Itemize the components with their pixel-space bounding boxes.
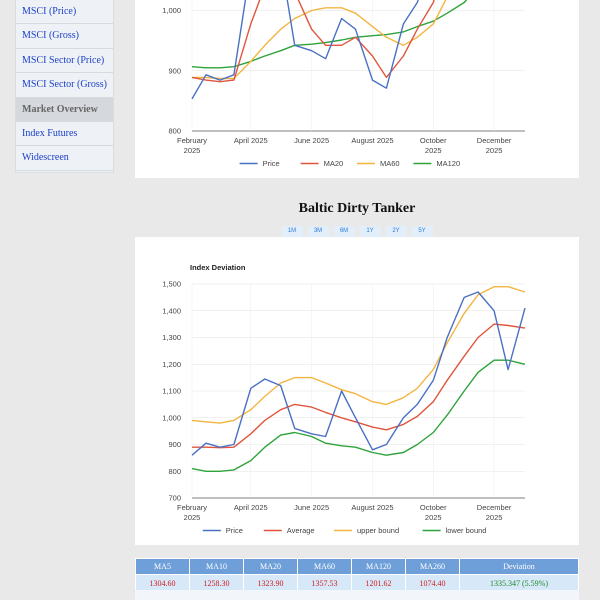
range-button-1y[interactable]: 1Y bbox=[359, 226, 381, 237]
stats-value-ma60: 1357.53 bbox=[297, 574, 352, 592]
x-tick-year-label: 2025 bbox=[486, 513, 503, 522]
moving-average-chart-panel: 800 900 1,000 February 2025 April 2025 June 20… bbox=[135, 0, 579, 178]
x-tick-label: April 2025 bbox=[234, 503, 268, 512]
sidebar-item-market-overview[interactable]: Market Overview bbox=[16, 97, 113, 122]
range-button-1m[interactable]: 1M bbox=[281, 226, 303, 237]
series-line-average bbox=[192, 323, 526, 449]
y-tick-label: 1,000 bbox=[162, 413, 181, 422]
range-selector: 1M 3M 6M 1Y 2Y 5Y bbox=[135, 226, 579, 237]
y-tick-label: 800 bbox=[168, 467, 181, 476]
range-button-3m[interactable]: 3M bbox=[307, 226, 329, 237]
range-button-2y[interactable]: 2Y bbox=[385, 226, 407, 237]
y-tick-label: 700 bbox=[168, 494, 181, 503]
sidebar-nav: MSCI (Price) MSCI (Gross) MSCI Sector (P… bbox=[15, 0, 114, 173]
series-line-price bbox=[191, 291, 526, 456]
section-title: Baltic Dirty Tanker bbox=[298, 201, 416, 216]
stats-value-ma10: 1258.30 bbox=[189, 574, 244, 592]
x-tick-label: October bbox=[420, 136, 447, 145]
y-tick-label: 1,500 bbox=[162, 280, 181, 289]
stats-header-ma10: MA10 bbox=[189, 558, 244, 575]
x-tick-year-label: 2025 bbox=[425, 146, 442, 155]
x-tick-year-label: 2025 bbox=[486, 146, 503, 155]
chart-title: Index Deviation bbox=[190, 263, 246, 272]
stats-header-ma120: MA120 bbox=[351, 558, 406, 575]
y-tick-label: 1,000 bbox=[162, 6, 181, 15]
y-tick-label: 900 bbox=[168, 66, 181, 75]
stats-value-ma20: 1323.90 bbox=[243, 574, 298, 592]
legend-label-ma60: MA60 bbox=[380, 159, 400, 168]
x-tick-year-label: 2025 bbox=[184, 513, 201, 522]
x-tick-label: August 2025 bbox=[351, 136, 393, 145]
x-tick-label: June 2025 bbox=[294, 503, 329, 512]
series-line-upper-bound bbox=[191, 286, 526, 424]
stats-value-ma5: 1304.60 bbox=[135, 574, 190, 592]
content-below-fold bbox=[135, 590, 579, 600]
sidebar-item-index-futures[interactable]: Index Futures bbox=[16, 122, 113, 147]
stats-header-ma5: MA5 bbox=[135, 558, 190, 575]
stats-header-ma20: MA20 bbox=[243, 558, 298, 575]
legend-label-ma20: MA20 bbox=[324, 159, 344, 168]
y-tick-label: 1,200 bbox=[162, 360, 181, 369]
stats-value-ma120: 1201.62 bbox=[351, 574, 406, 592]
moving-average-stats-table: MA5 MA10 MA20 MA60 MA120 MA260 Deviation… bbox=[135, 558, 579, 592]
index-deviation-chart-panel: Index Deviation 700 800 900 1,000 1,100 1,200 1… bbox=[135, 237, 579, 545]
sidebar-item-msci-price[interactable]: MSCI (Price) bbox=[16, 0, 113, 25]
series-line-ma60 bbox=[192, 0, 447, 80]
x-tick-label: December bbox=[477, 503, 512, 512]
legend-label-average: Average bbox=[287, 526, 315, 535]
legend-label-lower-bound: lower bound bbox=[446, 526, 487, 535]
sidebar-item-msci-gross[interactable]: MSCI (Gross) bbox=[16, 24, 113, 49]
stats-value-deviation: 1335.347 (5.59%) bbox=[459, 574, 579, 592]
series-line-lower-bound bbox=[191, 359, 526, 473]
series-line-ma20 bbox=[191, 0, 435, 83]
x-tick-label: June 2025 bbox=[294, 136, 329, 145]
stats-value-ma260: 1074.40 bbox=[405, 574, 460, 592]
legend-label-ma120: MA120 bbox=[436, 159, 460, 168]
sidebar-item-widescreen[interactable]: Widescreen bbox=[16, 146, 113, 171]
range-button-5y[interactable]: 5Y bbox=[411, 226, 433, 237]
y-tick-label: 800 bbox=[168, 127, 181, 136]
range-button-6m[interactable]: 6M bbox=[333, 226, 355, 237]
series-line-price bbox=[191, 0, 419, 100]
y-tick-label: 900 bbox=[168, 440, 181, 449]
legend-label-price: Price bbox=[263, 159, 280, 168]
x-tick-year-label: 2025 bbox=[184, 146, 201, 155]
index-deviation-chart: Index Deviation 700 800 900 1,000 1,100 1,200 1… bbox=[162, 263, 526, 535]
stats-header-ma260: MA260 bbox=[405, 558, 460, 575]
legend-label-price: Price bbox=[226, 526, 243, 535]
x-tick-label: December bbox=[477, 136, 512, 145]
x-tick-label: October bbox=[420, 503, 447, 512]
y-tick-label: 1,300 bbox=[162, 333, 181, 342]
sidebar-item-msci-sector-price[interactable]: MSCI Sector (Price) bbox=[16, 49, 113, 74]
x-tick-label: February bbox=[177, 503, 207, 512]
x-tick-label: February bbox=[177, 136, 207, 145]
legend-label-upper-bound: upper bound bbox=[357, 526, 399, 535]
x-tick-label: August 2025 bbox=[351, 503, 393, 512]
stats-header-ma60: MA60 bbox=[297, 558, 352, 575]
x-tick-year-label: 2025 bbox=[425, 513, 442, 522]
stats-value-row: 1304.60 1258.30 1323.90 1357.53 1201.62 … bbox=[135, 574, 579, 592]
series-line-ma120 bbox=[191, 0, 468, 69]
sidebar-item-msci-sector-gross[interactable]: MSCI Sector (Gross) bbox=[16, 73, 113, 98]
stats-header-deviation: Deviation bbox=[459, 558, 579, 575]
stats-header-row: MA5 MA10 MA20 MA60 MA120 MA260 Deviation bbox=[135, 558, 579, 575]
x-tick-label: April 2025 bbox=[234, 136, 268, 145]
y-tick-label: 1,400 bbox=[162, 306, 181, 315]
y-tick-label: 1,100 bbox=[162, 387, 181, 396]
